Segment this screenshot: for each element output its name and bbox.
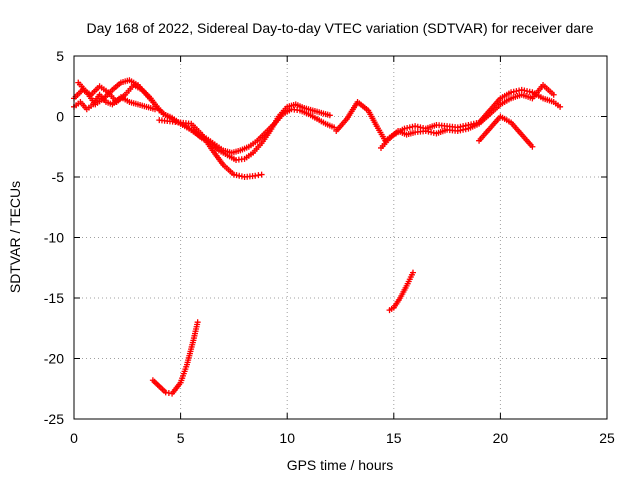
x-tick-label: 15 [386,430,402,446]
chart-title: Day 168 of 2022, Sidereal Day-to-day VTE… [86,20,593,36]
data-point [331,124,338,131]
x-axis-label: GPS time / hours [287,457,394,473]
series-track-d [156,117,265,180]
plot-frame [73,55,608,420]
x-tick-label: 25 [599,430,615,446]
x-tick-label: 10 [279,430,295,446]
data-point [258,171,265,178]
y-tick-label: -10 [44,230,64,246]
data-point [326,112,333,119]
y-tick-label: -15 [44,290,64,306]
series-track-i [386,269,416,314]
y-axis-label: SDTVAR / TECUs [7,181,23,293]
y-tick-label: 5 [56,48,64,64]
x-tick-label: 0 [70,430,78,446]
data-point [409,269,416,276]
grid-lines [74,56,607,419]
axis-ticks: 0 5 10 15 20 25 5 0 -5 -10 -15 -20 -25 [44,48,615,446]
series-track-e [333,86,564,144]
series-track-c [71,91,159,113]
data-point [529,143,536,150]
series-track-h [149,319,201,397]
series-track-f [378,82,557,151]
data-point [152,106,159,113]
data-layer [71,77,564,397]
y-tick-label: -25 [44,411,64,427]
y-tick-label: -20 [44,351,64,367]
x-tick-label: 5 [177,430,185,446]
data-point [550,91,557,98]
y-tick-label: 0 [56,109,64,125]
y-tick-label: -5 [52,169,65,185]
series-track-g [476,113,536,150]
data-point [194,319,201,326]
x-tick-label: 20 [493,430,509,446]
data-point [557,103,564,110]
